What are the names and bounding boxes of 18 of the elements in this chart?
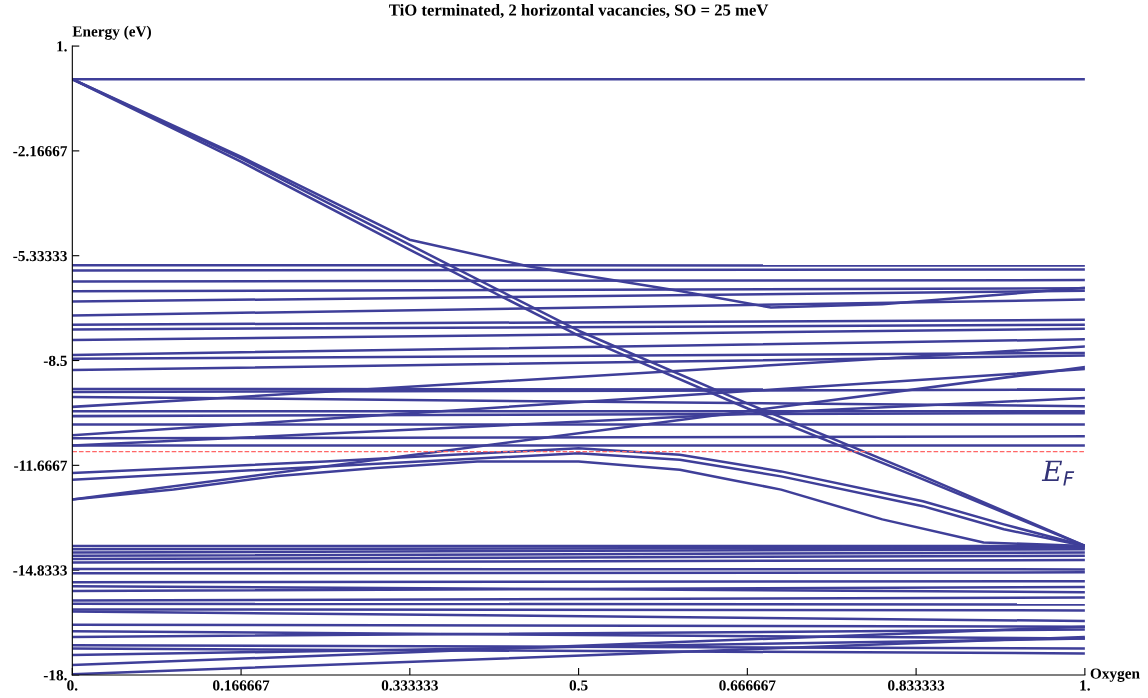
- y-tick-label: 1.: [57, 41, 67, 52]
- chart-title: TiO terminated, 2 horizontal vacancies, SO = 25 meV: [389, 3, 769, 19]
- y-tick-label: -14.8333: [13, 565, 67, 576]
- y-tick-label: -8.5: [43, 355, 67, 367]
- y-tick-label: -2.16667: [13, 146, 68, 157]
- x-tick-label: 0.: [67, 680, 78, 691]
- x-tick-label: 1.: [1080, 680, 1090, 691]
- y-tick-label: -5.33333: [13, 250, 67, 262]
- y-tick-label: -18.: [43, 670, 67, 681]
- x-tick-label: 0.5: [569, 680, 588, 691]
- x-tick-label: 0.666667: [719, 680, 776, 691]
- y-tick-label: -11.6667: [14, 460, 68, 471]
- ref-line-label: E$_{F}$: [1041, 460, 1075, 486]
- y-axis-title: Energy (eV): [72, 25, 151, 40]
- x-axis-title: Oxygen: [1090, 668, 1140, 682]
- x-tick-label: 0.333333: [381, 680, 438, 691]
- x-tick-label: 0.833333: [888, 680, 945, 691]
- x-tick-label: 0.166667: [213, 680, 270, 691]
